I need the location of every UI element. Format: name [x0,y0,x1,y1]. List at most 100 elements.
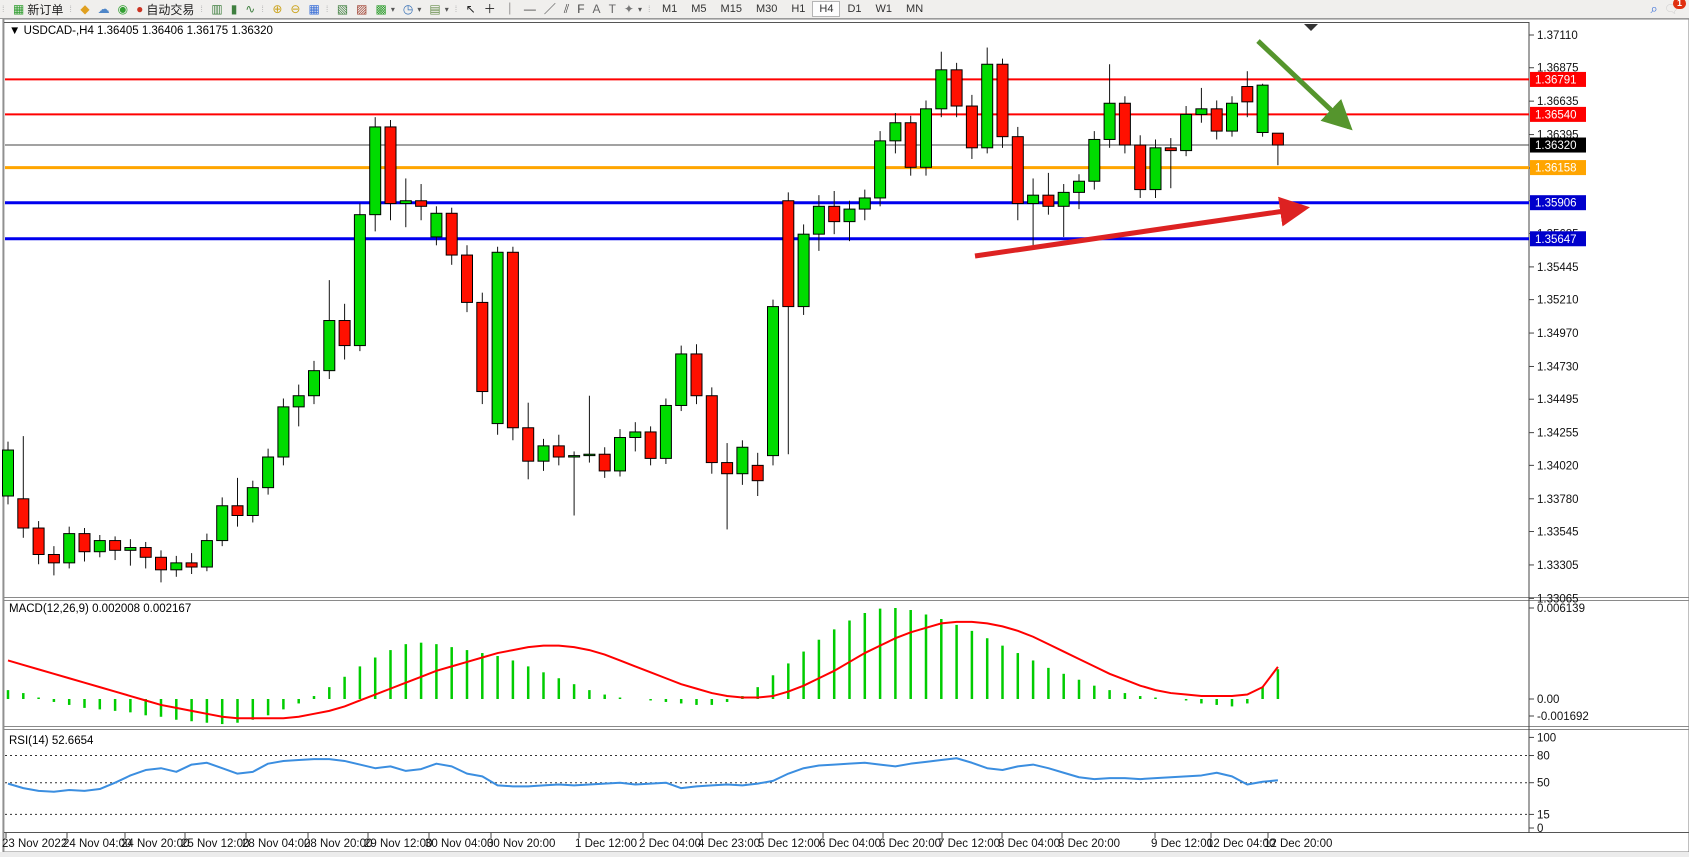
time-axis-label: 1 Dec 12:00 [575,838,637,850]
time-axis-label: 2 Dec 04:00 [639,838,701,850]
bull-candle [93,540,106,553]
bar-chart-button[interactable]: ▥ [207,1,226,17]
timeframe-button-h4[interactable]: H4 [812,1,841,17]
shift-chart-icon: ▨ [356,2,368,16]
bear-candle [721,462,734,475]
rsi-axis-label: 80 [1537,751,1550,763]
bull-candle [308,370,320,397]
bull-candle [323,320,336,372]
price-axis-label: 1.34255 [1537,428,1579,440]
macd-axis-label: -0.001692 [1537,711,1589,723]
price-tag [1530,137,1586,153]
price-axis-label: 1.34495 [1537,394,1579,406]
new-order-icon: ▦ [13,2,25,16]
arrows-button[interactable]: ✦ ▾ [620,1,646,17]
add-indicator-icon: ▩ [375,2,387,16]
signals-button[interactable]: ◉ [114,1,132,17]
bull-candle [537,445,550,462]
autotrading-button[interactable]: ● 自动交易 [132,0,198,19]
tile-windows-button[interactable]: ▦ [304,1,323,17]
time-axis-label: 9 Dec 12:00 [1151,838,1213,850]
chevron-down-icon[interactable]: ▾ [637,4,642,14]
bear-candle [965,105,978,149]
bear-candle [904,122,917,168]
profile-charts-button[interactable]: ▧ [333,1,352,17]
macd-indicator-label: MACD(12,26,9) 0.002008 0.002167 [9,603,191,615]
zoom-in-button[interactable]: ⊕ [268,1,286,17]
zoom-out-icon: ⊖ [290,2,301,16]
bearish-trend-arrow[interactable] [1256,39,1353,131]
timeframe-button-w1[interactable]: W1 [875,3,893,15]
price-tag-label: 1.35647 [1535,234,1577,246]
timeframe-button-d1[interactable]: D1 [847,3,862,15]
timeframe-button-m5[interactable]: M5 [691,3,707,15]
vertical-line-button[interactable]: ｜ [500,1,520,17]
template-button[interactable]: ▤ ▾ [425,1,452,17]
time-axis-label: 24 Nov 04:00 [63,838,131,850]
time-axis-label: 8 Dec 20:00 [1058,838,1120,850]
trendline-icon: ／ [543,2,556,16]
add-indicator-button[interactable]: ▩ ▾ [372,1,399,17]
line-chart-button[interactable]: ∿ [241,1,259,17]
bullish-trend-arrow[interactable] [974,196,1310,259]
toolbar-grip: ⁞ [69,4,72,14]
cursor-icon: ↖ [465,2,476,16]
timeframe-button-m30[interactable]: M30 [755,3,778,15]
horizontal-line-button[interactable]: — [520,1,540,17]
price-chart-canvas[interactable]: 1.371101.368751.366351.363951.361551.359… [0,18,1689,857]
equidistant-channel-button[interactable]: ⫽ [560,1,573,17]
chevron-down-icon[interactable]: ▾ [390,4,395,14]
bull-candle [63,533,76,564]
fibonacci-button[interactable]: F [573,1,588,17]
cursor-button[interactable]: ↖ [462,1,480,17]
zoom-out-button[interactable]: ⊖ [286,1,304,17]
text-label-button[interactable]: T [605,1,620,17]
zoom-in-icon: ⊕ [272,2,283,16]
price-tag-label: 1.36320 [1535,140,1577,152]
bear-candle [644,431,657,459]
chart-shift-marker[interactable] [1304,24,1318,31]
bear-candle [690,353,703,397]
chat-notification-button[interactable]: 🗨 1 [1664,0,1686,16]
timeframe-button-m15[interactable]: M15 [720,3,742,15]
market-depth-button[interactable]: ◆ [76,1,93,17]
bear-candle [1241,86,1254,103]
chart-area[interactable]: 1.371101.368751.366351.363951.361551.359… [0,18,1689,857]
candlestick-chart-icon: ▮ [230,2,238,16]
search-icon[interactable]: ⌕ [1650,1,1658,16]
bull-candle [262,456,275,489]
time-axis-label: 29 Nov 12:00 [364,838,432,850]
text-button[interactable]: A [589,1,605,17]
bull-candle [935,69,948,110]
notification-badge: 1 [1672,0,1686,9]
chevron-down-icon[interactable]: ▾ [444,4,449,14]
timeframe-button-m1[interactable]: M1 [661,3,678,15]
crosshair-button[interactable]: ＋ [480,1,500,17]
bull-candle [369,126,382,216]
timeframe-button-mn[interactable]: MN [906,3,924,15]
time-axis-label: 12 Dec 20:00 [1264,838,1332,850]
new-order-button[interactable]: ▦ 新订单 [9,0,67,19]
shift-chart-button[interactable]: ▨ [352,1,371,17]
time-axis-label: 23 Nov 2022 [2,838,67,850]
chevron-down-icon[interactable]: ▾ [417,4,422,14]
equidistant-channel-icon: ⫽ [563,2,570,16]
vertical-line-icon: ｜ [503,2,516,16]
bear-candle [1271,132,1284,146]
bear-candle [552,445,565,458]
bear-candle [231,505,244,517]
timeframe-button-h1[interactable]: H1 [791,3,806,15]
period-button[interactable]: ◷ ▾ [399,1,426,17]
bear-candle [705,395,718,464]
bull-candle [843,208,856,223]
bear-candle [996,63,1009,138]
toolbar-grip: ⁞ [2,4,5,14]
bear-candle [1118,102,1131,146]
trendline-button[interactable]: ／ [540,1,560,17]
chart-window-frame [2,18,1689,853]
bear-candle [506,251,519,429]
candlestick-chart-button[interactable]: ▮ [227,1,242,17]
rsi-axis-label: 15 [1537,809,1550,821]
rsi-line [7,757,1278,793]
community-button[interactable]: ☁ [94,1,114,17]
